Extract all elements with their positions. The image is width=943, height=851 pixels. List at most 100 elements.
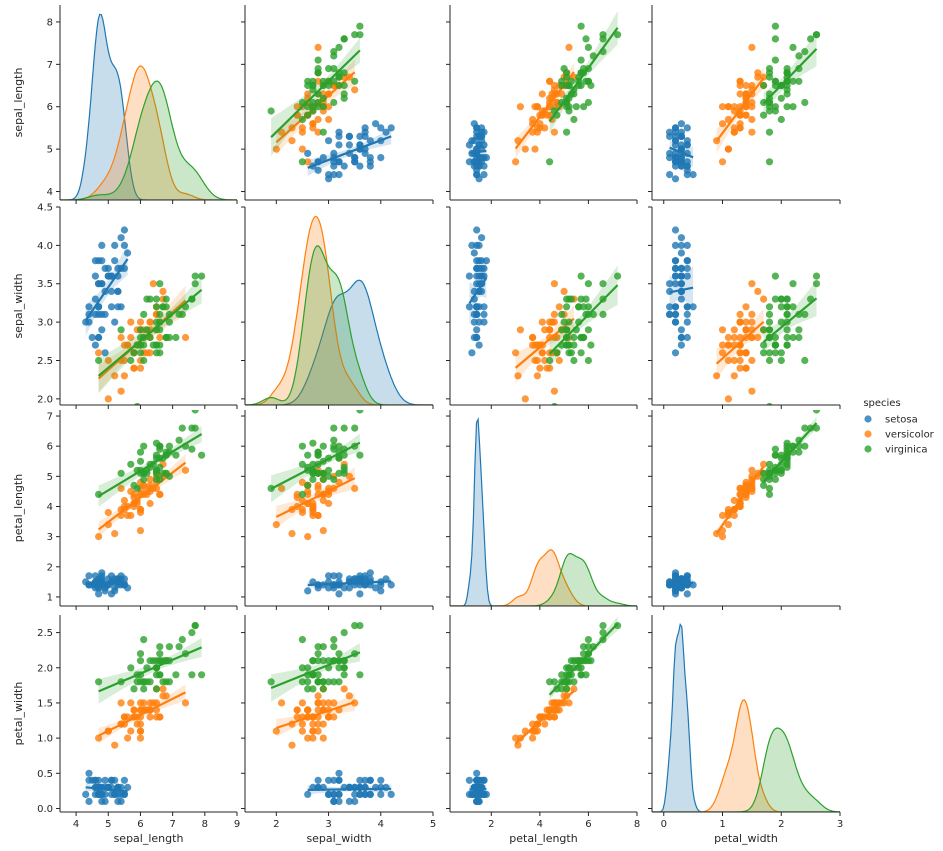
point-setosa xyxy=(473,797,481,806)
point-versicolor xyxy=(278,128,286,136)
point-virginica xyxy=(765,349,774,357)
regression-line-virginica xyxy=(270,441,361,490)
point-versicolor xyxy=(345,692,353,700)
point-versicolor xyxy=(536,364,544,372)
point-virginica xyxy=(771,35,780,43)
point-virginica xyxy=(789,303,797,311)
point-setosa xyxy=(325,572,333,580)
point-versicolor xyxy=(742,81,750,90)
point-virginica xyxy=(133,678,141,686)
point-versicolor xyxy=(529,333,537,342)
point-versicolor xyxy=(130,364,138,372)
point-virginica xyxy=(795,77,803,85)
point-versicolor xyxy=(736,484,744,492)
point-setosa xyxy=(465,303,473,311)
point-setosa xyxy=(98,569,106,577)
regression-line-versicolor xyxy=(715,320,765,365)
point-virginica xyxy=(340,629,348,637)
point-virginica xyxy=(783,69,791,77)
point-versicolor xyxy=(111,372,119,380)
y-tick-label: 4.0 xyxy=(37,241,53,252)
point-virginica xyxy=(314,678,322,686)
point-setosa xyxy=(361,790,369,799)
point-virginica xyxy=(335,43,343,52)
point-setosa xyxy=(85,572,93,580)
regression-line-virginica xyxy=(548,622,619,696)
point-setosa xyxy=(304,790,312,799)
point-virginica xyxy=(319,128,327,136)
point-virginica xyxy=(304,111,312,119)
x-axis-label: sepal_width xyxy=(306,832,371,845)
point-versicolor xyxy=(718,533,727,541)
kde-fill-virginica xyxy=(245,245,433,405)
point-virginica xyxy=(801,48,809,56)
regression-line-setosa xyxy=(307,580,392,587)
point-versicolor xyxy=(136,505,145,514)
point-setosa xyxy=(345,584,353,592)
point-setosa xyxy=(356,572,364,580)
point-virginica xyxy=(760,111,768,119)
point-virginica xyxy=(198,272,206,280)
point-virginica xyxy=(812,272,821,280)
x-tick-label: 5 xyxy=(105,819,111,830)
point-virginica xyxy=(563,303,571,311)
panel-sepal_width-vs-sepal_width xyxy=(241,206,434,409)
x-tick-label: 5 xyxy=(430,819,436,830)
x-axis-label: petal_length xyxy=(509,832,577,845)
point-versicolor xyxy=(314,727,322,735)
kde-fill-versicolor xyxy=(450,549,637,606)
point-versicolor xyxy=(560,287,568,295)
point-virginica xyxy=(133,402,141,405)
point-versicolor xyxy=(516,103,525,111)
x-tick-label: 6 xyxy=(137,819,143,830)
point-virginica xyxy=(314,657,322,665)
point-versicolor xyxy=(146,499,154,508)
point-setosa xyxy=(319,154,327,162)
point-setosa xyxy=(335,158,343,166)
regression-line-versicolor xyxy=(275,477,356,518)
point-virginica xyxy=(356,31,364,39)
kde-fill-virginica xyxy=(450,553,637,606)
point-versicolor xyxy=(124,734,132,742)
point-setosa xyxy=(666,303,674,311)
point-virginica xyxy=(159,303,167,311)
regression-line-versicolor xyxy=(715,465,765,535)
point-versicolor xyxy=(293,713,301,721)
point-versicolor xyxy=(124,341,132,349)
ci-band-virginica xyxy=(763,280,817,354)
point-virginica xyxy=(319,103,327,111)
point-setosa xyxy=(382,128,390,136)
point-versicolor xyxy=(754,69,762,77)
point-setosa xyxy=(677,234,686,242)
point-virginica xyxy=(319,469,327,477)
point-virginica xyxy=(801,442,809,450)
point-virginica xyxy=(130,685,138,693)
point-setosa xyxy=(325,790,333,799)
point-virginica xyxy=(760,475,768,483)
x-tick-label: 8 xyxy=(202,819,208,830)
point-versicolor xyxy=(330,699,338,707)
point-virginica xyxy=(325,657,333,665)
point-versicolor xyxy=(124,713,132,721)
point-virginica xyxy=(563,73,571,81)
point-virginica xyxy=(314,469,322,477)
regression-line-setosa xyxy=(669,146,694,159)
point-versicolor xyxy=(538,318,546,326)
point-setosa xyxy=(677,326,686,334)
panel-petal_width-vs-petal_length: 2 4 6 8 petal_length xyxy=(446,615,640,845)
kde-fill-virginica xyxy=(60,81,237,200)
regression-line-virginica xyxy=(270,651,361,690)
point-setosa xyxy=(335,769,343,777)
point-setosa xyxy=(387,124,395,132)
point-setosa xyxy=(356,590,364,598)
point-versicolor xyxy=(736,356,744,365)
point-versicolor xyxy=(531,145,539,153)
point-versicolor xyxy=(278,484,286,492)
point-versicolor xyxy=(724,356,733,365)
point-setosa xyxy=(671,318,680,326)
point-virginica xyxy=(777,349,785,357)
point-setosa xyxy=(387,790,395,799)
point-setosa xyxy=(117,572,125,580)
panel-petal_length-vs-petal_width xyxy=(648,410,841,610)
point-versicolor xyxy=(730,372,738,380)
